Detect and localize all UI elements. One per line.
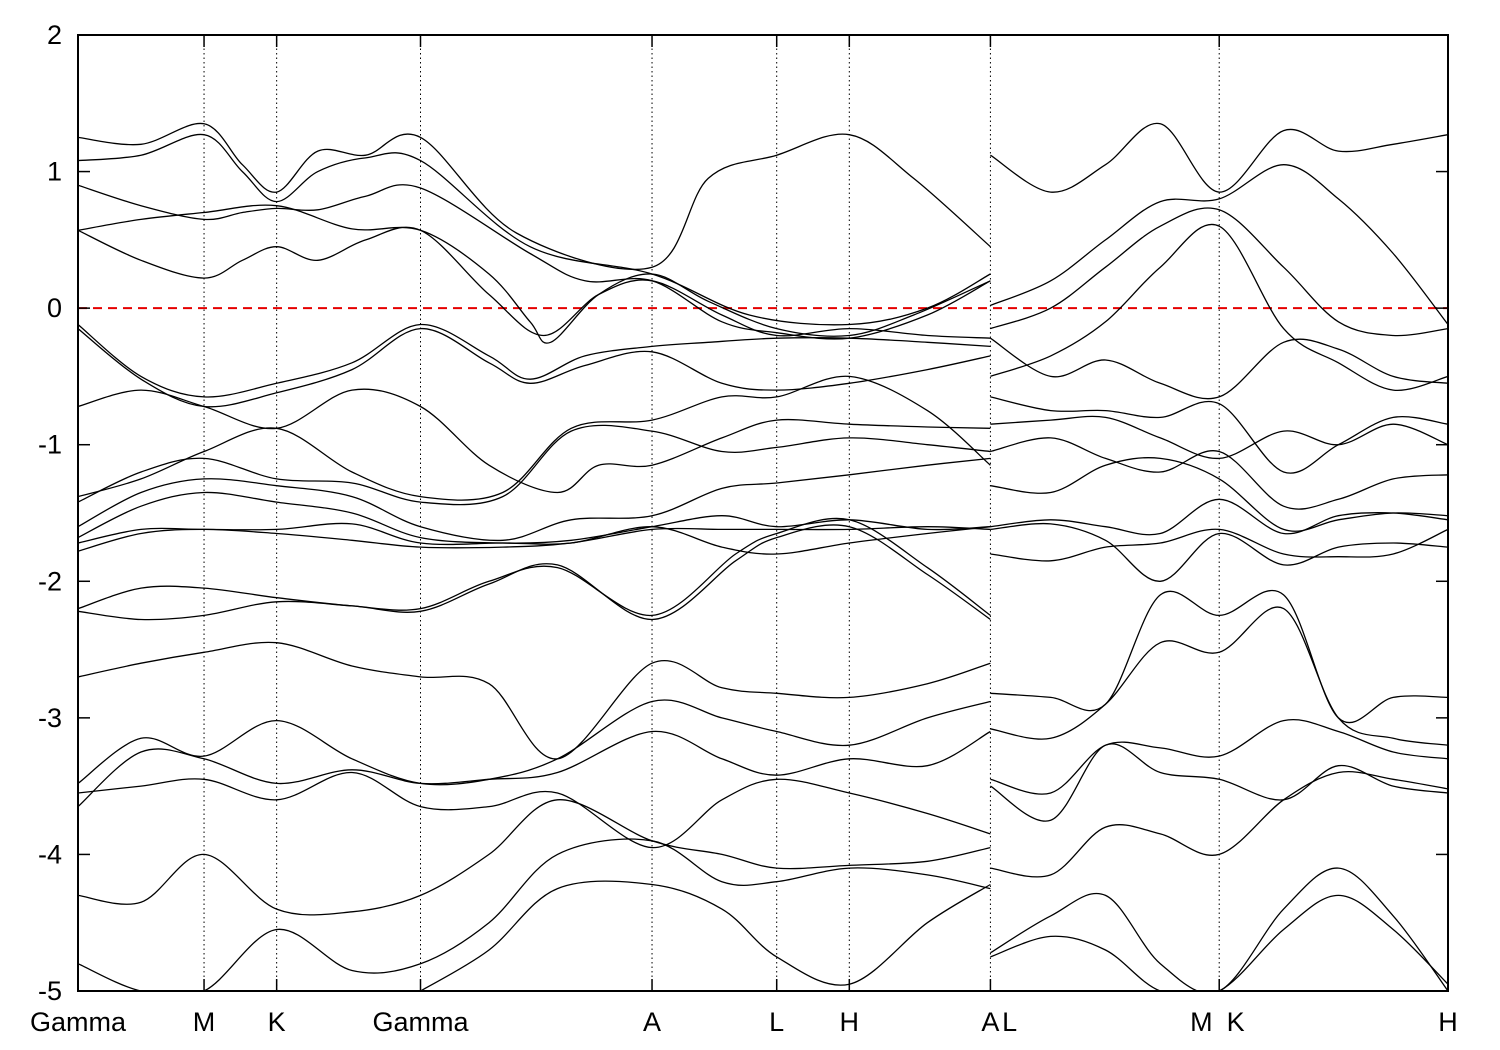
band-line-33 (990, 498, 1448, 536)
y-tick-label: -4 (38, 839, 62, 869)
band-line-25 (990, 164, 1448, 325)
band-line-8 (78, 388, 991, 494)
band-line-16 (78, 524, 991, 621)
band-line-17 (78, 641, 991, 760)
band-line-29 (990, 396, 1448, 474)
band-line-9 (78, 375, 991, 501)
band-line-1 (78, 122, 991, 270)
band-line-39 (990, 743, 1448, 822)
x-tick-label: H (840, 1007, 860, 1037)
band-line-23 (420, 880, 991, 991)
band-line-30 (990, 415, 1448, 460)
band-line-14 (78, 526, 991, 552)
x-tick-label: A (643, 1007, 661, 1037)
y-axis-ticks: 2 1 0 -1 -2 -3 -4 -5 (38, 20, 1448, 1006)
x-tick-label: L (1002, 1007, 1017, 1037)
x-tick-label: H (1438, 1007, 1458, 1037)
band-series (78, 122, 1448, 991)
band-line-42 (990, 894, 1448, 991)
band-line-22 (78, 838, 991, 991)
plot-frame (77, 34, 1449, 992)
band-line-7 (78, 327, 991, 408)
band-line-27 (990, 337, 1448, 400)
y-tick-label: 1 (47, 157, 62, 187)
band-line-18 (78, 699, 991, 786)
y-tick-label: -3 (38, 703, 62, 733)
band-line-20 (78, 771, 991, 849)
x-tick-label: Gamma (372, 1007, 469, 1037)
band-line-36 (990, 589, 1448, 724)
band-line-34 (990, 522, 1448, 582)
band-line-15 (78, 517, 991, 617)
band-line-19 (78, 730, 991, 808)
x-tick-label: K (268, 1007, 286, 1037)
band-line-31 (990, 437, 1448, 510)
band-line-3 (78, 184, 991, 340)
band-line-4 (78, 204, 991, 344)
band-line-6 (78, 323, 991, 398)
x-tick-label: L (769, 1007, 784, 1037)
band-line-10 (78, 424, 991, 506)
x-axis-ticks: Gamma M K Gamma A L H A L M K H (30, 35, 1458, 1037)
kpoint-gridlines (203, 35, 1220, 991)
band-line-11 (78, 457, 991, 542)
x-tick-label: Gamma (30, 1007, 127, 1037)
y-tick-label: 2 (47, 20, 62, 50)
band-line-35 (990, 528, 1448, 562)
band-line-2 (78, 133, 991, 326)
x-tick-label: K (1227, 1007, 1245, 1037)
band-line-26 (990, 207, 1448, 337)
band-line-38 (990, 719, 1448, 795)
band-line-32 (990, 457, 1448, 532)
y-tick-label: -2 (38, 566, 62, 596)
band-line-40 (990, 771, 1448, 878)
x-tick-label: A (981, 1007, 999, 1037)
band-line-21 (78, 799, 991, 916)
y-tick-label: -5 (38, 976, 62, 1006)
band-line-24 (990, 122, 1448, 193)
x-tick-label: M (193, 1007, 216, 1037)
y-tick-label: 0 (47, 293, 62, 323)
band-line-28 (990, 223, 1448, 391)
y-tick-label: -1 (38, 430, 62, 460)
band-line-37 (990, 606, 1448, 746)
band-line-12 (78, 491, 991, 544)
x-tick-label: M (1190, 1007, 1213, 1037)
band-line-5 (78, 226, 991, 339)
